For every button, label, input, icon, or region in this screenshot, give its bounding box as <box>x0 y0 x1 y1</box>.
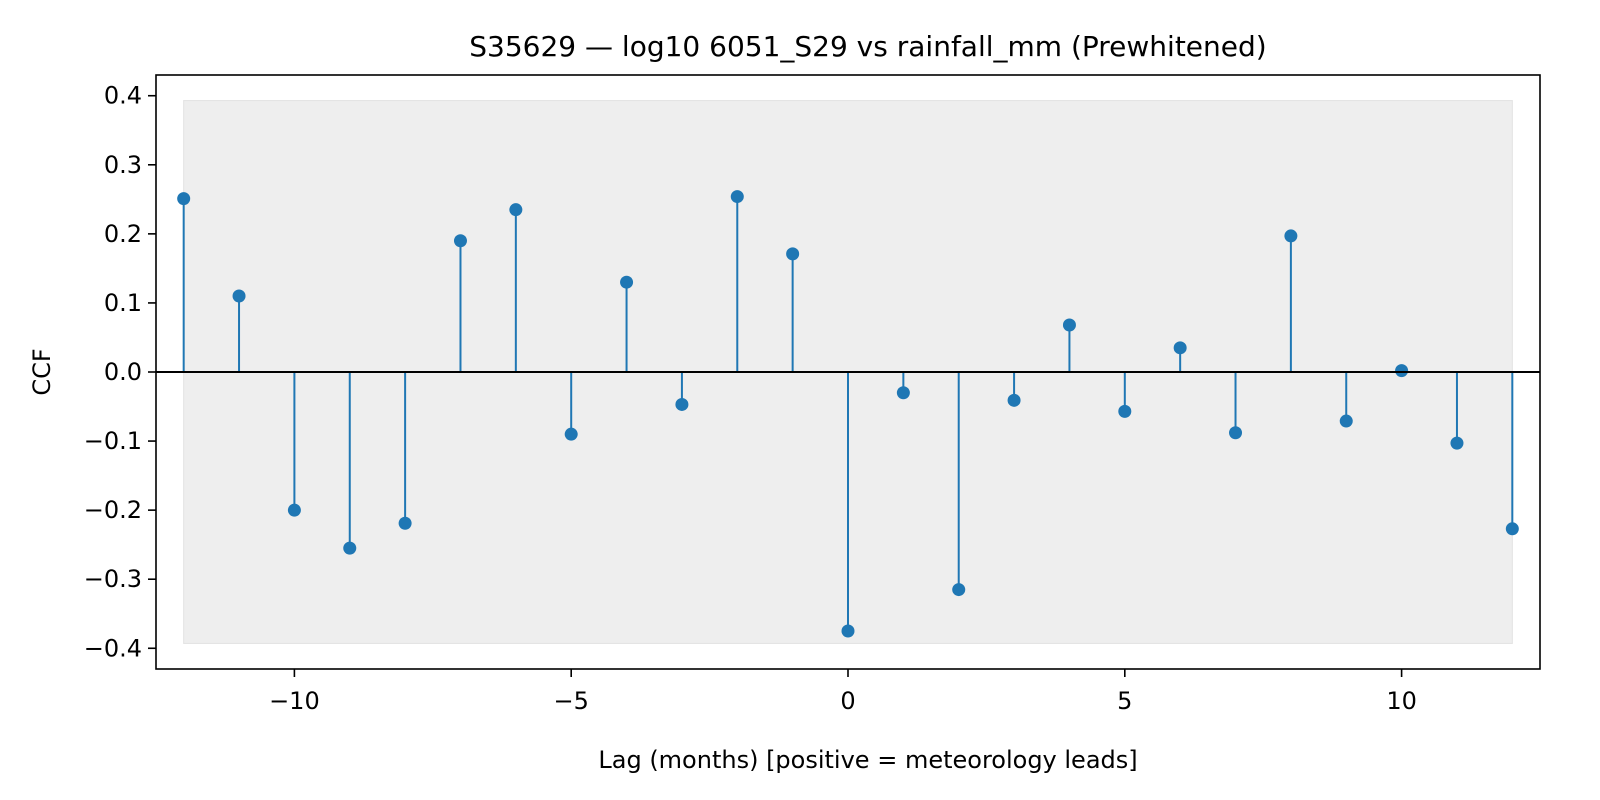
chart-title: S35629 — log10 6051_S29 vs rainfall_mm (… <box>469 30 1266 63</box>
y-tick-label: −0.2 <box>84 496 142 524</box>
stem-marker <box>564 427 578 441</box>
stem-marker <box>896 386 910 400</box>
y-axis-label: CCF <box>28 348 56 395</box>
y-tick-label: 0.0 <box>104 358 142 386</box>
stem-marker <box>675 397 689 411</box>
y-tick-label: −0.4 <box>84 634 142 662</box>
stem-marker <box>1450 436 1464 450</box>
y-tick-label: 0.1 <box>104 289 142 317</box>
x-axis-ticks: −10 −5 0 5 10 <box>269 669 1417 715</box>
stem-marker <box>398 516 412 530</box>
stem-marker <box>343 541 357 555</box>
stem-marker <box>786 247 800 261</box>
stem-marker <box>509 203 523 217</box>
stem-marker <box>841 624 855 638</box>
y-tick-label: −0.3 <box>84 565 142 593</box>
stem-marker <box>1118 404 1132 418</box>
stem-marker <box>730 190 744 204</box>
x-axis-label: Lag (months) [positive = meteorology lea… <box>598 746 1137 774</box>
stems-group <box>177 190 1519 638</box>
stem-marker <box>1395 364 1409 378</box>
y-tick-label: −0.1 <box>84 427 142 455</box>
stem-marker <box>453 234 467 248</box>
stem-marker <box>232 289 246 303</box>
stem-marker <box>287 503 301 517</box>
stem-marker <box>1505 522 1519 536</box>
stem-marker <box>1173 341 1187 355</box>
stem-marker <box>1007 393 1021 407</box>
stem-marker <box>1062 318 1076 332</box>
stem-marker <box>177 192 191 206</box>
x-tick-label: 5 <box>1117 687 1132 715</box>
y-axis-ticks: 0.4 0.3 0.2 0.1 0.0 −0.1 −0.2 −0.3 −0.4 <box>84 82 156 662</box>
stem-marker <box>952 583 966 597</box>
x-tick-label: −10 <box>269 687 320 715</box>
stem-marker <box>1229 426 1243 440</box>
x-tick-label: 0 <box>840 687 855 715</box>
y-tick-label: 0.3 <box>104 151 142 179</box>
x-tick-label: 10 <box>1386 687 1417 715</box>
y-tick-label: 0.2 <box>104 220 142 248</box>
y-tick-label: 0.4 <box>104 82 142 110</box>
stem-marker <box>1284 229 1298 243</box>
x-tick-label: −5 <box>554 687 589 715</box>
stem-marker <box>620 275 634 289</box>
stem-marker <box>1339 414 1353 428</box>
